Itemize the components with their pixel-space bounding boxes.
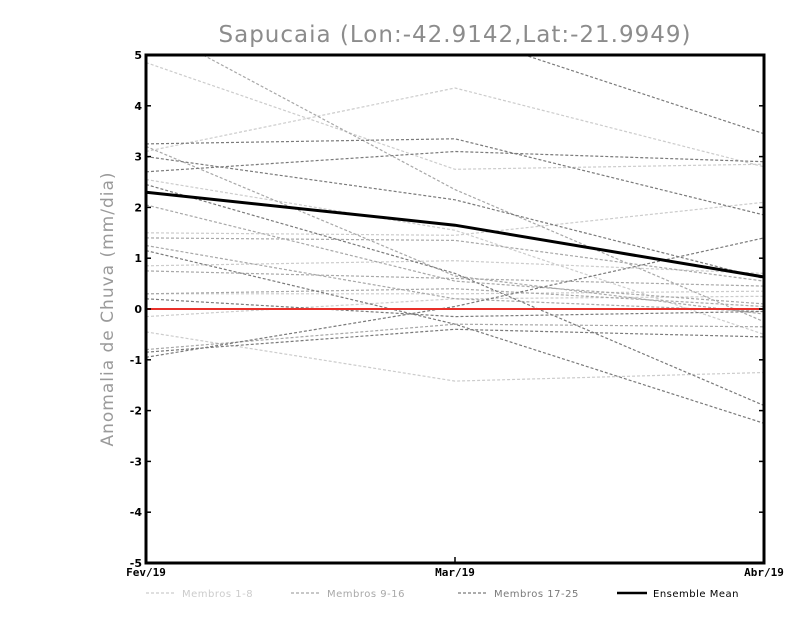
member-series-line: [201, 55, 764, 323]
ensemble-mean-line: [146, 190, 764, 279]
series-layer: [146, 55, 764, 424]
y-tick-label: -4: [130, 506, 143, 519]
member-series-line: [146, 298, 764, 318]
legend-label: Membros 1-8: [182, 589, 253, 600]
member-series-line: [146, 145, 764, 315]
y-tick-label: 0: [134, 303, 142, 316]
member-series-line: [146, 295, 764, 318]
y-tick-label: -2: [130, 405, 142, 418]
member-series-line: [146, 260, 764, 274]
legend-label: Membros 9-16: [327, 589, 405, 600]
member-series-line: [146, 270, 764, 287]
member-series-line: [522, 55, 764, 135]
x-tick-label: Abr/19: [744, 566, 784, 579]
member-series-line: [146, 237, 764, 282]
y-tick-label: -3: [130, 455, 142, 468]
x-axis-ticks: Fev/19 Mar/19 Abr/19: [126, 557, 784, 579]
y-tick-label: 5: [134, 49, 142, 62]
y-tick-label: -5: [130, 557, 142, 570]
legend-label: Membros 17-25: [494, 589, 579, 600]
legend-label: Ensemble Mean: [653, 589, 739, 600]
member-series-line: [146, 178, 764, 335]
member-series-line: [146, 328, 764, 353]
chart-title: Sapucaia (Lon:-42.9142,Lat:-21.9949): [219, 22, 692, 48]
y-tick-label: 3: [134, 151, 142, 164]
member-series-line: [146, 87, 764, 168]
y-tick-label: 4: [134, 100, 142, 113]
y-axis-ticks: -5 -4 -3 -2 -1 0 1 2 3 4 5: [130, 49, 764, 570]
member-series-line: [146, 201, 764, 236]
member-series-line: [146, 331, 764, 382]
member-series-line: [146, 204, 764, 305]
member-series-line: [146, 290, 764, 295]
member-series-line: [146, 183, 764, 407]
x-tick-label: Mar/19: [435, 566, 475, 579]
y-axis-label: Anomalia de Chuva (mm/dia): [98, 171, 118, 446]
x-tick-label: Fev/19: [126, 566, 166, 579]
member-series-line: [146, 156, 764, 280]
y-tick-label: 1: [134, 252, 142, 265]
legend: Membros 1-8 Membros 9-16 Membros 17-25 Ense…: [146, 589, 739, 600]
member-series-line: [146, 250, 764, 424]
y-tick-label: 2: [134, 201, 142, 214]
y-tick-label: -1: [130, 354, 142, 367]
member-series-line: [146, 150, 764, 173]
member-series-line: [146, 138, 764, 216]
member-series-line: [146, 62, 764, 170]
member-series-line: [146, 288, 764, 308]
